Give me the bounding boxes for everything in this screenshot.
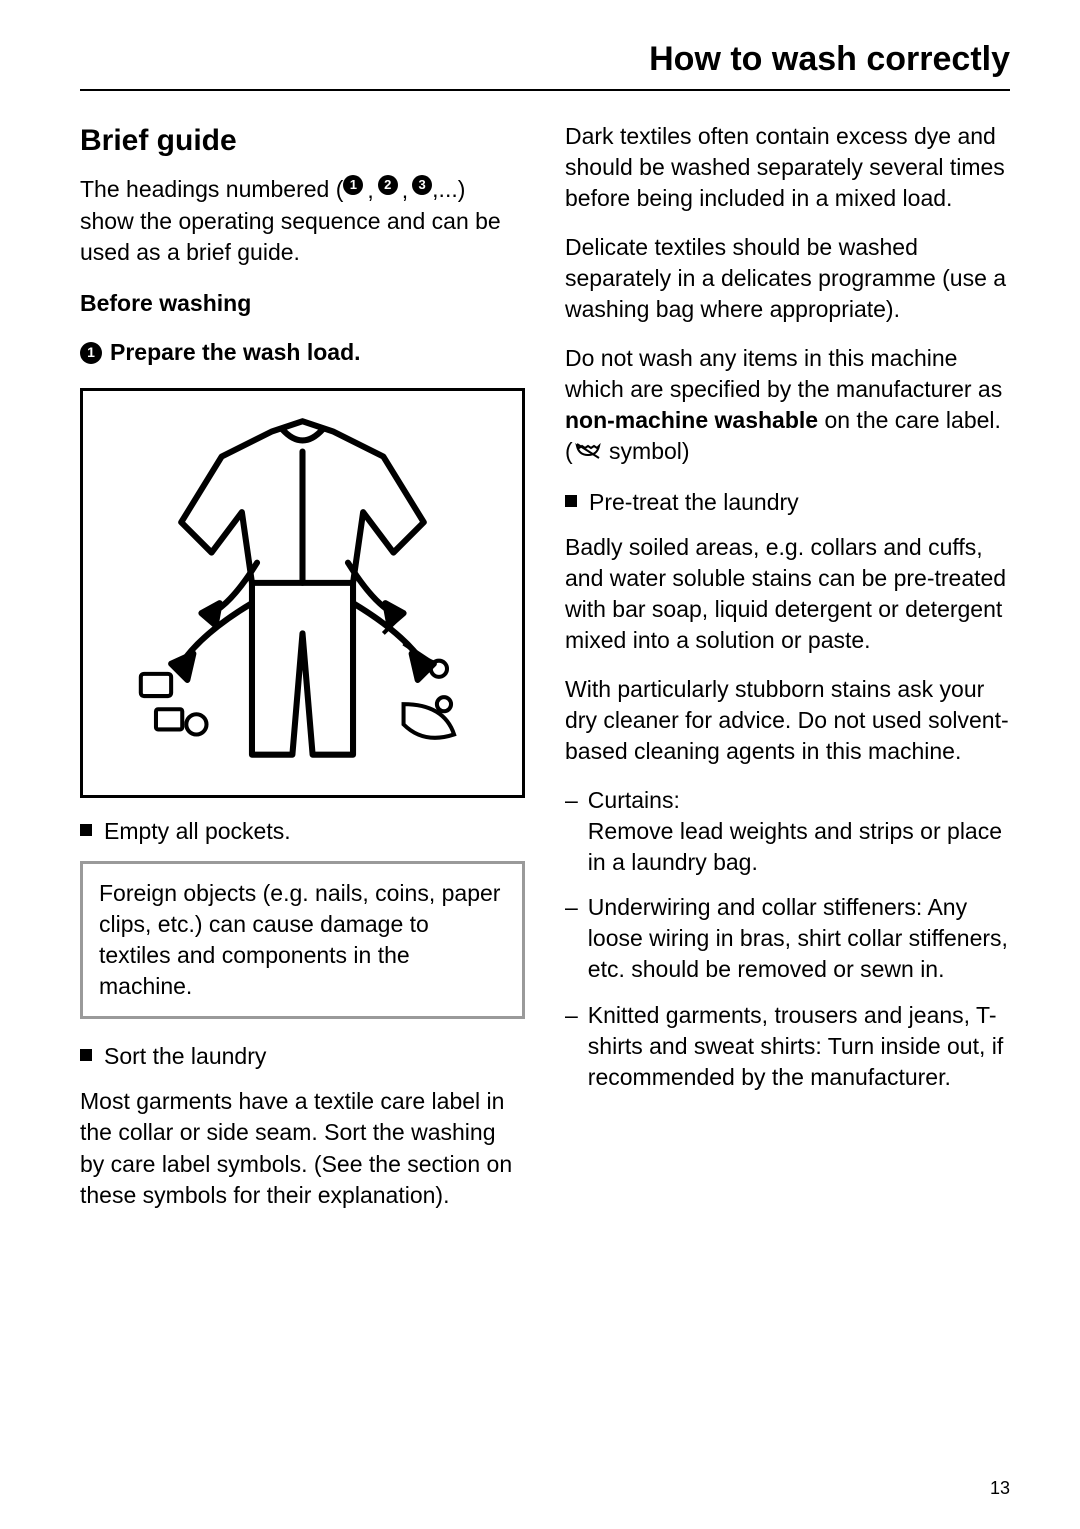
content-columns: Brief guide The headings numbered ( 1,2,… <box>80 121 1010 1229</box>
intro-nums: 1,2,3 <box>343 175 432 206</box>
bullet-text: Sort the laundry <box>104 1041 266 1072</box>
care-label-paragraph: Most garments have a textile care label … <box>80 1086 525 1210</box>
section-title: Brief guide <box>80 121 525 162</box>
circled-3-icon: 3 <box>412 175 432 195</box>
page-header: How to wash correctly <box>80 40 1010 91</box>
page-title: How to wash correctly <box>649 40 1010 78</box>
dark-textiles-paragraph: Dark textiles often contain excess dye a… <box>565 121 1010 214</box>
do-not-wash-icon <box>573 438 603 469</box>
right-column: Dark textiles often contain excess dye a… <box>565 121 1010 1229</box>
intro-paragraph: The headings numbered ( 1,2,3 ,...) show… <box>80 174 525 269</box>
warning-text: Foreign objects (e.g. nails, coins, pape… <box>99 880 500 999</box>
left-column: Brief guide The headings numbered ( 1,2,… <box>80 121 525 1229</box>
dash-body-text: Remove lead weights and strips or place … <box>588 818 1002 875</box>
dash-item-knitted: – Knitted garments, trousers and jeans, … <box>565 1000 1010 1093</box>
prepare-load-illustration <box>80 388 525 798</box>
bullet-empty-pockets: Empty all pockets. <box>80 816 525 847</box>
dash-item-curtains: – Curtains: Remove lead weights and stri… <box>565 785 1010 878</box>
dash-icon: – <box>565 785 578 878</box>
nw-c: symbol) <box>603 438 690 464</box>
dash-item-underwiring: – Underwiring and collar stiffeners: Any… <box>565 892 1010 985</box>
bullet-text: Pre-treat the laundry <box>589 487 799 518</box>
clothes-pockets-icon <box>93 401 512 785</box>
bullet-sort-laundry: Sort the laundry <box>80 1041 525 1072</box>
stubborn-stains-paragraph: With particularly stubborn stains ask yo… <box>565 674 1010 767</box>
warning-box: Foreign objects (e.g. nails, coins, pape… <box>80 861 525 1019</box>
step-1-icon: 1 <box>80 342 102 364</box>
dash-title: Underwiring and collar stiffeners: <box>588 894 923 920</box>
non-washable-paragraph: Do not wash any items in this machine wh… <box>565 343 1010 469</box>
intro-prefix: The headings numbered ( <box>80 176 343 202</box>
square-bullet-icon <box>80 824 92 836</box>
soiled-areas-paragraph: Badly soiled areas, e.g. collars and cuf… <box>565 532 1010 656</box>
dash-icon: – <box>565 892 578 985</box>
dash-icon: – <box>565 1000 578 1093</box>
step-1-label: Prepare the wash load. <box>110 337 361 368</box>
bullet-text: Empty all pockets. <box>104 816 291 847</box>
before-washing-heading: Before washing <box>80 288 525 319</box>
step-1-heading: 1 Prepare the wash load. <box>80 337 525 368</box>
bullet-pretreat: Pre-treat the laundry <box>565 487 1010 518</box>
square-bullet-icon <box>80 1049 92 1061</box>
circled-1-icon: 1 <box>343 175 363 195</box>
dash-title: Curtains: <box>588 787 680 813</box>
delicates-paragraph: Delicate textiles should be washed separ… <box>565 232 1010 325</box>
nw-a: Do not wash any items in this machine wh… <box>565 345 1002 402</box>
nw-bold: non-machine washable <box>565 407 818 433</box>
square-bullet-icon <box>565 495 577 507</box>
circled-2-icon: 2 <box>378 175 398 195</box>
page-number: 13 <box>990 1478 1010 1499</box>
